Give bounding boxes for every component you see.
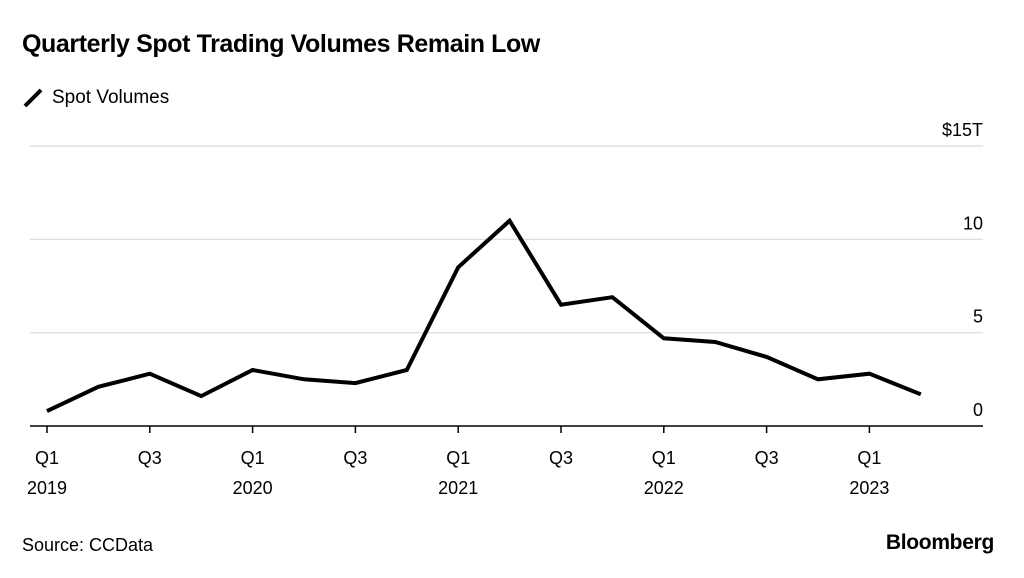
data-point: [610, 295, 614, 299]
y-tick-label: 10: [963, 213, 983, 233]
legend-label: Spot Volumes: [52, 87, 170, 108]
data-point: [816, 377, 820, 381]
bloomberg-logo: Bloomberg: [885, 531, 994, 554]
x-tick-label-year: 2022: [644, 478, 684, 498]
x-tick-label-year: 2021: [438, 478, 478, 498]
data-point: [559, 303, 563, 307]
chart-title: Quarterly Spot Trading Volumes Remain Lo…: [22, 30, 540, 58]
data-point: [251, 368, 255, 372]
gridlines: [30, 145, 983, 334]
x-tick-label-year: 2023: [849, 478, 889, 498]
data-point: [45, 409, 49, 413]
x-axis: Q1 2019 Q3 Q1 2020 Q3 Q1 2021 Q3 Q1 2022 Q3 Q1 2023: [27, 426, 889, 498]
y-tick-label: 5: [973, 307, 983, 327]
data-point: [456, 265, 460, 269]
data-point: [919, 392, 923, 396]
x-tick-label-quarter: Q1: [652, 448, 676, 468]
x-tick-label-quarter: Q1: [446, 448, 470, 468]
series-line-spot-volumes: [46, 217, 922, 413]
data-point: [662, 336, 666, 340]
data-point: [867, 372, 871, 376]
series-layer: [45, 217, 923, 413]
y-tick-label: $15T: [942, 120, 983, 140]
data-point: [405, 368, 409, 372]
x-tick-label-quarter: Q3: [138, 448, 162, 468]
x-tick-label-quarter: Q1: [35, 448, 59, 468]
source-note: Source: CCData: [22, 535, 154, 555]
data-point: [765, 355, 769, 359]
data-point: [353, 381, 357, 385]
data-point: [508, 219, 512, 223]
data-point: [96, 385, 100, 389]
x-tick-label-quarter: Q3: [343, 448, 367, 468]
x-tick-label-year: 2020: [233, 478, 273, 498]
data-point: [713, 340, 717, 344]
x-tick-label-quarter: Q3: [755, 448, 779, 468]
x-tick-label-quarter: Q1: [857, 448, 881, 468]
data-point: [148, 372, 152, 376]
data-point: [302, 377, 306, 381]
y-tick-label: 0: [973, 400, 983, 420]
legend: Spot Volumes: [22, 86, 169, 110]
x-tick-label-quarter: Q3: [549, 448, 573, 468]
x-tick-label-year: 2019: [27, 478, 67, 498]
x-tick-label-quarter: Q1: [241, 448, 265, 468]
legend-line-icon: [23, 88, 43, 108]
y-axis-labels: $15T 10 5 0: [942, 120, 983, 420]
data-point: [199, 394, 203, 398]
